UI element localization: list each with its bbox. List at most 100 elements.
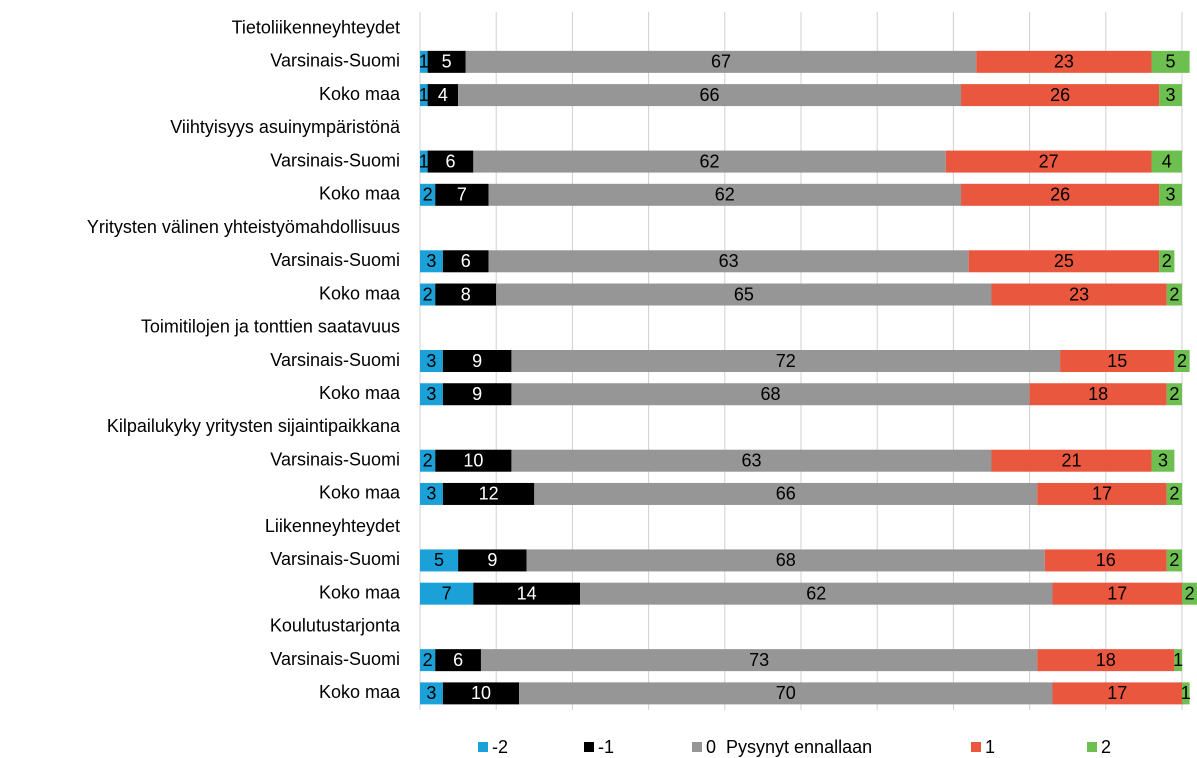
bar-segment bbox=[465, 50, 977, 73]
data-label: 62 bbox=[806, 583, 826, 603]
bar-segment bbox=[473, 150, 946, 173]
bar-segment bbox=[442, 682, 520, 705]
data-label: 1 bbox=[1181, 683, 1191, 703]
data-label: 23 bbox=[1054, 52, 1074, 72]
y-tick-label: Koulutustarjonta bbox=[270, 616, 401, 636]
bar-segment bbox=[435, 649, 481, 672]
bar-segment bbox=[420, 482, 443, 505]
data-label: 9 bbox=[472, 351, 482, 371]
bar-segment bbox=[420, 449, 436, 472]
y-tick-label: Varsinais-Suomi bbox=[270, 649, 400, 669]
data-label: 7 bbox=[457, 185, 467, 205]
data-label: 1 bbox=[419, 52, 429, 72]
bar-segment bbox=[420, 50, 428, 73]
legend-swatch bbox=[1087, 742, 1097, 752]
bar-segment bbox=[991, 283, 1167, 306]
data-label: 10 bbox=[471, 683, 491, 703]
data-label: 68 bbox=[776, 550, 796, 570]
data-label: 4 bbox=[1162, 151, 1172, 171]
data-label: 10 bbox=[463, 450, 483, 470]
data-label: 63 bbox=[741, 450, 761, 470]
bar-segment bbox=[1166, 482, 1182, 505]
data-label: 7 bbox=[442, 583, 452, 603]
legend-swatch bbox=[478, 742, 488, 752]
data-label: 3 bbox=[426, 251, 436, 271]
data-label: 18 bbox=[1096, 650, 1116, 670]
data-label: 3 bbox=[426, 683, 436, 703]
bar-segment bbox=[1159, 84, 1182, 107]
data-label: 16 bbox=[1096, 550, 1116, 570]
legend-label: 1 bbox=[985, 737, 995, 757]
bar-segment bbox=[1166, 549, 1182, 572]
data-label: 17 bbox=[1107, 683, 1127, 703]
bar-segment bbox=[976, 50, 1152, 73]
bar-segment bbox=[519, 682, 1053, 705]
data-label: 66 bbox=[776, 484, 796, 504]
data-label: 8 bbox=[461, 284, 471, 304]
y-tick-label: Liikenneyhteydet bbox=[265, 516, 400, 536]
data-label: 17 bbox=[1092, 484, 1112, 504]
y-tick-label: Varsinais-Suomi bbox=[270, 51, 400, 71]
data-label: 5 bbox=[1166, 52, 1176, 72]
bar-segment bbox=[1159, 183, 1182, 206]
bar-segment bbox=[1151, 449, 1175, 472]
bar-segment bbox=[488, 250, 969, 273]
bar-segment bbox=[1037, 482, 1167, 505]
data-label: 67 bbox=[711, 52, 731, 72]
data-label: 68 bbox=[761, 384, 781, 404]
data-label: 62 bbox=[700, 151, 720, 171]
data-label: 3 bbox=[1166, 185, 1176, 205]
data-label: 62 bbox=[715, 185, 735, 205]
data-label: 5 bbox=[442, 52, 452, 72]
bar-segment bbox=[427, 84, 459, 107]
data-label: 1 bbox=[1173, 650, 1183, 670]
data-label: 70 bbox=[776, 683, 796, 703]
legend-label: 2 bbox=[1101, 737, 1111, 757]
data-label: 63 bbox=[719, 251, 739, 271]
data-label: 18 bbox=[1088, 384, 1108, 404]
y-tick-label: Kilpailukyky yritysten sijaintipaikkana bbox=[107, 416, 401, 436]
bar-segment bbox=[435, 183, 489, 206]
data-label: 6 bbox=[453, 650, 463, 670]
y-tick-label: Koko maa bbox=[319, 184, 401, 204]
bar-segment bbox=[1182, 582, 1197, 605]
bar-segment bbox=[511, 350, 1061, 372]
data-label: 2 bbox=[1177, 351, 1187, 371]
data-label: 26 bbox=[1050, 185, 1070, 205]
data-label: 72 bbox=[776, 351, 796, 371]
bar-segment bbox=[1174, 649, 1182, 672]
data-label: 27 bbox=[1039, 151, 1059, 171]
data-label: 9 bbox=[487, 550, 497, 570]
data-label: 65 bbox=[734, 284, 754, 304]
data-label: 66 bbox=[700, 85, 720, 105]
data-label: 2 bbox=[1169, 384, 1179, 404]
bar-segment bbox=[473, 582, 581, 605]
y-tick-label: Koko maa bbox=[319, 483, 401, 503]
y-tick-label: Koko maa bbox=[319, 383, 401, 403]
data-label: 6 bbox=[461, 251, 471, 271]
y-tick-label: Varsinais-Suomi bbox=[270, 150, 400, 170]
y-tick-label: Koko maa bbox=[319, 582, 401, 602]
y-tick-label: Varsinais-Suomi bbox=[270, 250, 400, 270]
data-label: 2 bbox=[1185, 583, 1195, 603]
bar-segment bbox=[991, 449, 1152, 472]
bar-segment bbox=[442, 482, 535, 505]
bar-segment bbox=[1174, 350, 1190, 372]
bar-segment bbox=[968, 250, 1160, 273]
bar-segment bbox=[534, 482, 1038, 505]
bar-segment bbox=[1029, 383, 1167, 406]
bar-segment bbox=[961, 84, 1160, 107]
data-label: 73 bbox=[749, 650, 769, 670]
bar-segment bbox=[945, 150, 1152, 173]
bar-segment bbox=[1159, 250, 1175, 273]
data-label: 2 bbox=[1162, 251, 1172, 271]
bar-segment bbox=[435, 449, 512, 472]
data-label: 2 bbox=[1169, 484, 1179, 504]
y-tick-label: Koko maa bbox=[319, 84, 401, 104]
bar-segment bbox=[420, 383, 443, 406]
legend-label: 0 Pysynyt ennallaan bbox=[706, 737, 872, 757]
data-label: 2 bbox=[423, 450, 433, 470]
bar-segment bbox=[1151, 150, 1182, 173]
bar-segment bbox=[961, 183, 1160, 206]
